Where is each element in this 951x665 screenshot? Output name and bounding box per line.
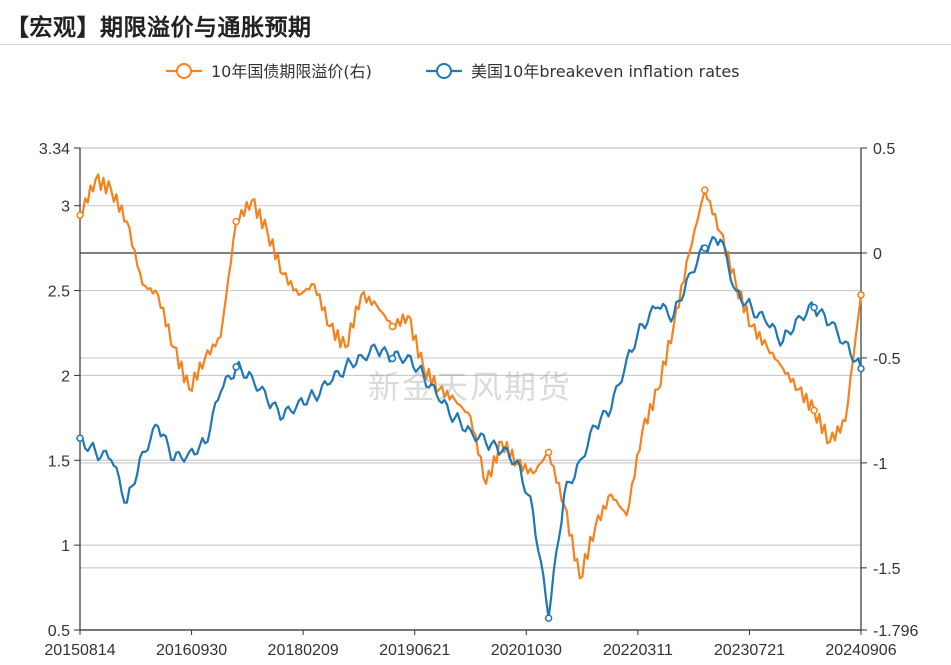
data-point-term-premium <box>857 291 865 299</box>
data-point-breakeven <box>857 364 865 373</box>
tick-labels: 0.5 1 1.5 2 2.5 3 3.34 -1.796 -1.5 -1 -0.5 0 0.5 2015… <box>39 141 919 659</box>
data-point-breakeven <box>701 244 709 252</box>
legend-swatch-marker <box>436 63 452 79</box>
page-title: 【宏观】期限溢价与通胀预期 <box>6 15 312 41</box>
data-point-breakeven <box>76 434 84 442</box>
left-tick-label: 0.5 <box>48 623 70 640</box>
data-point-term-premium <box>76 211 84 219</box>
legend-label: 10年国债期限溢价(右) <box>211 62 372 81</box>
x-tick-label: 20201030 <box>491 642 562 659</box>
data-point-breakeven <box>544 614 553 622</box>
title-divider <box>0 44 951 45</box>
left-tick-label: 1 <box>61 538 70 555</box>
data-point-term-premium <box>388 322 397 331</box>
x-tick-label: 20180209 <box>268 642 339 659</box>
series-line-term-premium <box>79 173 863 580</box>
data-point-breakeven <box>232 363 240 371</box>
data-point-term-premium <box>810 406 818 415</box>
right-tick-label: 0 <box>873 246 882 263</box>
right-tick-label: -1.796 <box>873 623 918 640</box>
left-tick-label: 1.5 <box>48 453 70 470</box>
left-tick-label: 3.34 <box>39 141 70 158</box>
x-tick-label: 20220311 <box>603 642 673 659</box>
data-point-term-premium <box>701 186 709 194</box>
data-point-breakeven <box>810 303 818 312</box>
legend[interactable]: 10年国债期限溢价(右) 美国10年breakeven inflation rat… <box>166 62 740 81</box>
legend-swatch-marker <box>176 63 192 79</box>
axes <box>74 147 867 635</box>
data-point-term-premium <box>232 217 240 226</box>
left-tick-label: 3 <box>61 199 70 216</box>
series-layer <box>76 173 865 622</box>
data-point-breakeven <box>388 354 397 363</box>
right-tick-label: 0.5 <box>873 141 895 158</box>
right-tick-label: -1 <box>873 456 887 473</box>
x-tick-label: 20240906 <box>825 642 896 659</box>
legend-item-term-premium[interactable]: 10年国债期限溢价(右) <box>166 62 372 81</box>
x-tick-label: 20150814 <box>44 642 115 659</box>
right-tick-label: -0.5 <box>873 351 901 368</box>
right-tick-label: -1.5 <box>873 561 901 578</box>
left-tick-label: 2 <box>61 368 70 385</box>
x-tick-label: 20230721 <box>714 642 785 659</box>
x-tick-label: 20160930 <box>156 642 227 659</box>
gridlines <box>80 147 861 631</box>
series-line-breakeven <box>79 235 863 620</box>
data-point-term-premium <box>544 448 553 457</box>
legend-label: 美国10年breakeven inflation rates <box>471 62 740 81</box>
left-tick-label: 2.5 <box>48 284 70 301</box>
x-tick-label: 20190621 <box>379 642 450 659</box>
legend-item-breakeven[interactable]: 美国10年breakeven inflation rates <box>426 62 740 81</box>
